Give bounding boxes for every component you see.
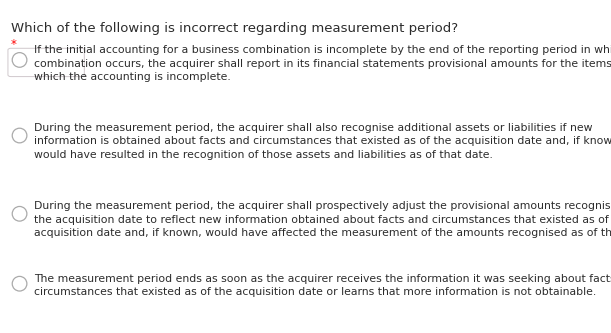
Text: The measurement period ends as soon as the acquirer receives the information it : The measurement period ends as soon as t… [34,274,611,297]
Text: During the measurement period, the acquirer shall also recognise additional asse: During the measurement period, the acqui… [34,123,611,160]
Text: During the measurement period, the acquirer shall prospectively adjust the provi: During the measurement period, the acqui… [34,201,611,238]
Text: Which of the following is incorrect regarding measurement period?: Which of the following is incorrect rega… [11,22,458,35]
Text: *: * [11,38,17,51]
Text: If the initial accounting for a business combination is incomplete by the end of: If the initial accounting for a business… [34,45,611,82]
